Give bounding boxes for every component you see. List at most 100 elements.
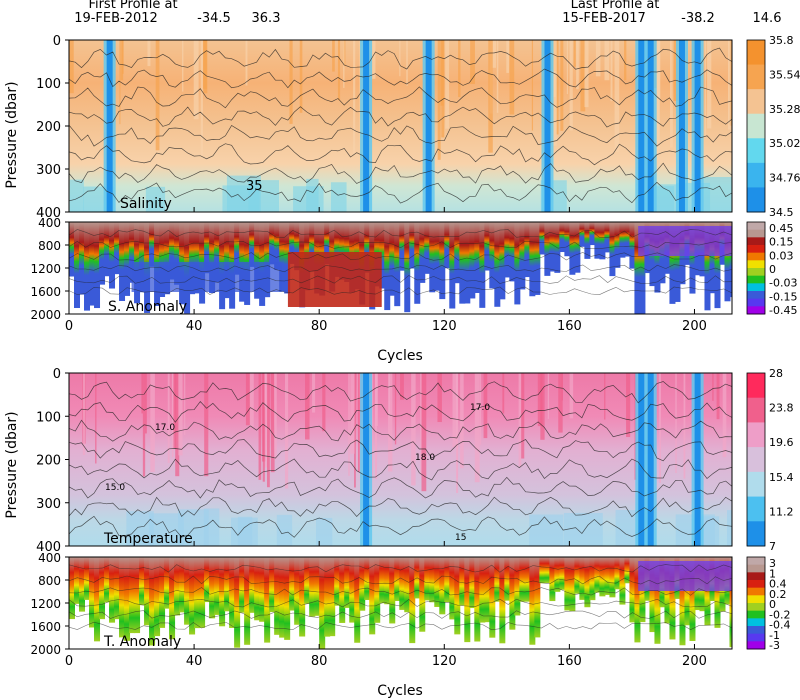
profile-column: [449, 222, 456, 309]
profile-column: [314, 557, 321, 616]
colorbar-label: -3: [769, 639, 780, 652]
profile-column: [149, 222, 156, 267]
profile-column: [524, 222, 531, 278]
field-streak: [69, 40, 74, 94]
field-streak: [491, 40, 496, 68]
first-profile-date: 19-FEB-2012: [74, 11, 158, 26]
profile-column: [119, 557, 126, 638]
field-streak: [561, 373, 563, 401]
y-tick-label: 200: [36, 454, 61, 469]
field-streak: [470, 40, 475, 84]
colorbar-swatch: [747, 397, 765, 423]
profile-column: [549, 222, 556, 272]
colorbar-label: -1: [769, 629, 780, 642]
profile-column: [574, 222, 581, 273]
deep-water-patch: [148, 513, 184, 546]
profile-column: [594, 222, 601, 259]
contour-line: [69, 621, 732, 631]
profile-column: [194, 557, 201, 629]
profile-column: [634, 222, 641, 314]
profile-column: [114, 557, 121, 620]
field-streak: [394, 373, 397, 445]
contour-line: [69, 400, 732, 423]
profile-column: [624, 222, 631, 257]
colorbar-label: 0.45: [769, 222, 794, 235]
field-streak: [479, 373, 482, 445]
profile-column: [634, 557, 641, 643]
profile-column: [534, 557, 541, 638]
field-streak: [337, 40, 341, 101]
y-tick-label: 0: [53, 34, 61, 49]
profile-column: [284, 557, 291, 640]
colorbar-swatch: [747, 275, 765, 284]
profile-column: [224, 222, 231, 299]
profile-column: [454, 222, 461, 284]
colorbar-label: 35.02: [769, 137, 800, 150]
contour-line: [69, 275, 732, 284]
last-profile-lon: 14.6: [753, 11, 782, 26]
profile-column: [124, 557, 131, 641]
field-streak: [258, 373, 262, 480]
first-profile-lat: -34.5: [197, 11, 231, 26]
profile-column: [524, 557, 531, 602]
colorbar-swatch: [747, 641, 765, 650]
y-tick-label: 2000: [30, 308, 61, 322]
contour-line: [69, 598, 732, 608]
contour-line: [69, 587, 732, 596]
profile-column: [394, 222, 401, 307]
contour-line: [69, 240, 732, 249]
colorbar-frame: [746, 372, 766, 547]
contour-line: [69, 264, 732, 273]
colorbar-label: -0.15: [769, 290, 797, 303]
field-streak: [624, 40, 627, 81]
field-streak: [353, 40, 356, 155]
field-streak: [245, 373, 251, 426]
profile-column: [474, 557, 481, 642]
colorbar-label: -0.4: [769, 619, 790, 632]
profile-column: [594, 557, 601, 593]
field-streak: [683, 373, 686, 479]
salinity-colorbar: 34.5 34.76 35.02 35.28 35.54 35.8: [746, 34, 800, 219]
colorbar-swatch: [747, 229, 765, 238]
profile-column: [129, 222, 136, 283]
field-streak: [182, 40, 184, 92]
field-streak: [456, 373, 458, 478]
profile-column: [349, 557, 356, 623]
colorbar-label: 0.4: [769, 578, 787, 591]
profile-column: [364, 222, 371, 273]
y-tick-label: 100: [36, 410, 61, 425]
field-streak: [348, 373, 350, 476]
event-column-core: [678, 40, 685, 212]
profile-column: [469, 557, 476, 609]
field-streak: [249, 373, 254, 428]
field-streak: [560, 40, 564, 131]
field-streak: [399, 40, 401, 77]
colorbar-label: 1: [769, 567, 776, 580]
profile-column: [99, 222, 106, 285]
field-streak: [200, 40, 203, 160]
temperature-y-axis: 0 100 200 300 400: [36, 367, 69, 555]
profile-column: [339, 557, 346, 623]
colorbar-label: 15.4: [769, 471, 794, 484]
profile-column: [424, 557, 431, 601]
profile-column: [469, 222, 476, 299]
colorbar-swatch: [747, 557, 765, 566]
field-streak: [573, 40, 576, 67]
colorbar-label: 34.5: [769, 206, 794, 219]
y-tick-label: 1600: [30, 620, 61, 634]
field-streak: [727, 40, 731, 130]
field-streak: [712, 373, 714, 401]
profile-column: [424, 222, 431, 274]
salinity-panel: Salinity 35 0 100 200 300 400 34.5 34.76 35.02…: [36, 34, 800, 221]
contour-line: [69, 458, 732, 481]
field-streak: [178, 373, 183, 456]
field-streak: [332, 40, 335, 72]
profile-column: [519, 557, 526, 602]
temperature-anomaly-features: [69, 557, 732, 649]
profile-column: [574, 557, 581, 594]
deep-water-patch: [276, 514, 293, 546]
profile-column: [449, 557, 456, 620]
field-streak: [722, 373, 727, 458]
field-streak: [175, 373, 180, 477]
